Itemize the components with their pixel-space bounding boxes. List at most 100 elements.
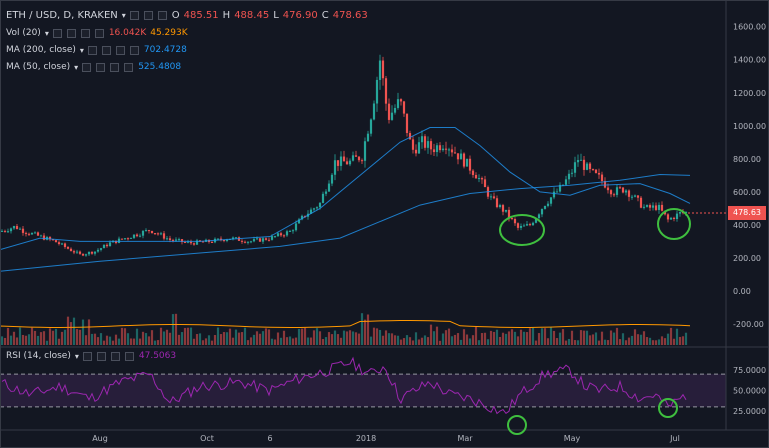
volume-legend[interactable]: Vol (20) ▾ 16.042K 45.293K <box>6 28 188 38</box>
candle-body <box>594 169 598 173</box>
volume-bar <box>261 331 265 345</box>
candle-body <box>540 208 544 215</box>
close-box-icon[interactable] <box>94 28 104 38</box>
settings-box-icon[interactable] <box>82 62 92 72</box>
candle-body <box>108 242 112 247</box>
volume-bar <box>345 331 349 345</box>
candle-body <box>462 153 466 167</box>
candle-body <box>564 179 568 185</box>
candle-body <box>27 233 31 235</box>
candle-body <box>84 254 88 256</box>
volume-bar <box>663 338 667 345</box>
candle-body <box>483 179 487 188</box>
volume-bar <box>12 331 16 345</box>
volume-bar <box>537 333 541 345</box>
volume-bar <box>648 337 652 345</box>
settings-box-icon[interactable] <box>82 351 92 361</box>
volume-bar <box>21 334 25 345</box>
volume-bar <box>27 334 31 345</box>
close-box-icon[interactable] <box>157 11 167 20</box>
rsi-legend[interactable]: RSI (14, close) ▾ 47.5063 <box>6 351 176 361</box>
volume-bar <box>549 327 553 345</box>
candle-body <box>630 196 634 198</box>
settings-box-icon[interactable] <box>52 28 62 38</box>
rsi-name[interactable]: RSI (14, close) <box>6 351 71 361</box>
candle-body <box>33 232 37 234</box>
time-axis-label: 6 <box>267 434 272 443</box>
candle-body <box>312 208 316 210</box>
add-box-icon[interactable] <box>110 351 120 361</box>
candle-body <box>21 228 25 233</box>
volume-bar <box>573 340 577 345</box>
eye-box-icon[interactable] <box>143 11 153 20</box>
chevron-down-icon[interactable]: ▾ <box>79 45 84 55</box>
symbol-legend[interactable]: ETH / USD, D, KRAKEN ▾ O 485.51 H 488.45 L… <box>6 10 368 21</box>
volume-bar <box>555 338 559 345</box>
rsi-axis-label: 50.0000 <box>733 387 766 396</box>
candle-body <box>618 187 622 189</box>
volume-bar <box>108 336 112 345</box>
volume-bar <box>150 330 154 345</box>
eye-box-icon[interactable] <box>96 351 106 361</box>
volume-bar <box>333 330 337 345</box>
close-box-icon[interactable] <box>124 351 134 361</box>
ma200-name[interactable]: MA (200, close) <box>6 45 76 55</box>
candle-body <box>54 240 58 243</box>
volume-bar <box>195 334 199 345</box>
volume-bar <box>240 332 244 345</box>
volume-bar <box>315 328 319 345</box>
ma50-name[interactable]: MA (50, close) <box>6 62 71 72</box>
candle-body <box>333 160 337 175</box>
ma50-legend[interactable]: MA (50, close) ▾ 525.4808 <box>6 62 181 72</box>
settings-box-icon[interactable] <box>87 45 97 55</box>
candle-body <box>435 145 439 153</box>
volume-bar <box>462 329 466 345</box>
volume-name[interactable]: Vol (20) <box>6 28 41 38</box>
volume-bar <box>282 330 286 345</box>
volume-bar <box>384 330 388 345</box>
candle-body <box>72 251 76 253</box>
add-box-icon[interactable] <box>110 62 120 72</box>
volume-bar <box>570 330 574 345</box>
ma200-legend[interactable]: MA (200, close) ▾ 702.4728 <box>6 45 187 55</box>
annotation-circle <box>658 398 678 418</box>
candle-body <box>528 224 532 226</box>
candle-body <box>216 238 220 240</box>
volume-bar <box>57 338 61 345</box>
price-axis-label: 1600.00 <box>733 23 766 32</box>
chevron-down-icon[interactable]: ▾ <box>74 62 79 72</box>
volume-bar <box>477 340 481 345</box>
candle-body <box>321 193 325 203</box>
symbol-name[interactable]: ETH / USD, D, KRAKEN <box>6 10 118 21</box>
eye-box-icon[interactable] <box>66 28 76 38</box>
time-axis-label: Jul <box>669 434 680 443</box>
chevron-down-icon[interactable]: ▾ <box>74 351 79 361</box>
volume-bar <box>228 328 232 345</box>
candle-body <box>330 174 334 184</box>
settings-box-icon[interactable] <box>129 11 139 20</box>
close-box-icon[interactable] <box>124 62 134 72</box>
volume-bar <box>615 327 619 345</box>
volume-bar <box>672 338 676 345</box>
eye-box-icon[interactable] <box>101 45 111 55</box>
add-box-icon[interactable] <box>80 28 90 38</box>
volume-bar <box>426 337 430 345</box>
candle-body <box>432 149 436 153</box>
volume-bar <box>642 331 646 345</box>
close-box-icon[interactable] <box>129 45 139 55</box>
eye-box-icon[interactable] <box>96 62 106 72</box>
candle-body <box>261 238 265 242</box>
price-axis-label: 800.00 <box>733 155 761 164</box>
volume-bar <box>558 332 562 345</box>
chevron-down-icon[interactable]: ▾ <box>44 28 49 38</box>
candle-body <box>99 248 103 250</box>
volume-bar <box>351 331 355 345</box>
candle-body <box>345 161 349 165</box>
volume-bar <box>153 340 157 345</box>
volume-bar <box>45 340 49 345</box>
chevron-down-icon[interactable]: ▾ <box>121 11 126 20</box>
candle-body <box>177 239 181 241</box>
add-box-icon[interactable] <box>115 45 125 55</box>
candle-body <box>174 239 178 241</box>
